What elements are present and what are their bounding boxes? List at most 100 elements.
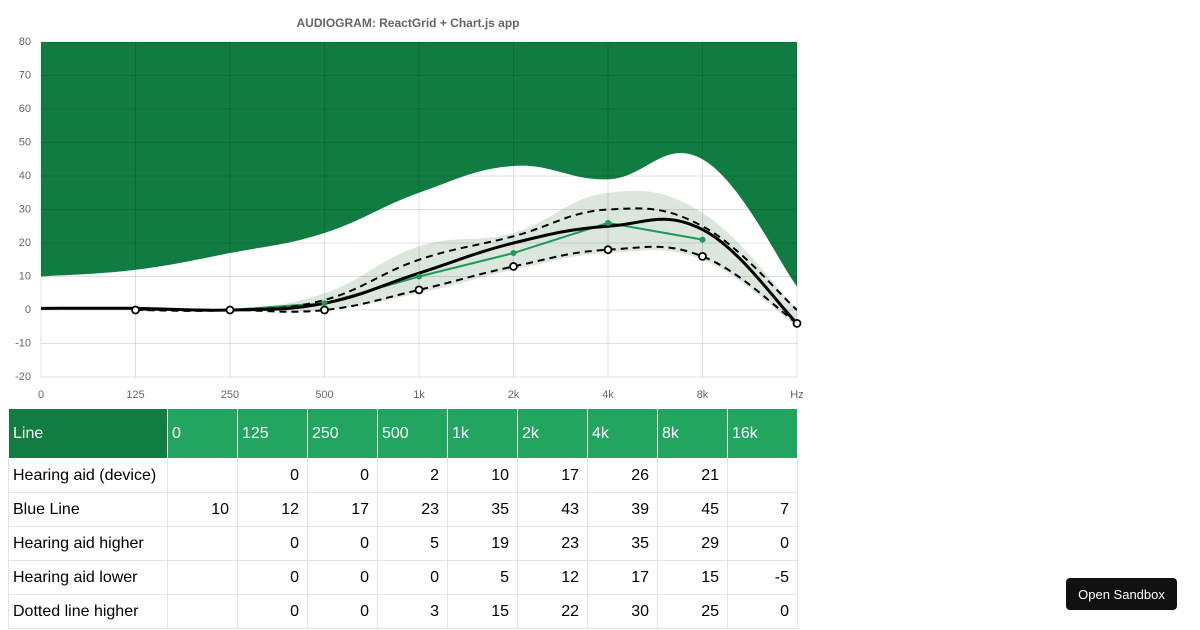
table-row: Dotted line higher 0 0 3 15 22 30 25 0 bbox=[8, 594, 798, 629]
x-tick-label: 0 bbox=[38, 389, 44, 401]
cell: 23 bbox=[517, 526, 588, 561]
y-tick-label: 40 bbox=[19, 170, 31, 182]
cell: 10 bbox=[447, 458, 518, 493]
cell bbox=[727, 458, 798, 493]
x-tick-label: 4k bbox=[602, 389, 614, 401]
table-row: Hearing aid higher 0 0 5 19 23 35 29 0 bbox=[8, 526, 798, 561]
cell: 17 bbox=[307, 492, 378, 527]
data-point bbox=[320, 305, 329, 315]
data-point bbox=[321, 300, 328, 307]
y-tick-label: 60 bbox=[19, 103, 31, 115]
line bbox=[41, 217, 797, 325]
cell: 3 bbox=[377, 594, 448, 629]
y-tick-label: 20 bbox=[19, 237, 31, 249]
header-cell: 125 bbox=[237, 408, 308, 459]
cell: 15 bbox=[447, 594, 518, 629]
cell: 22 bbox=[517, 594, 588, 629]
data-point bbox=[603, 245, 613, 255]
cell: 15 bbox=[657, 560, 728, 595]
row-label: Hearing aid lower bbox=[8, 560, 168, 595]
x-tick-label: 1k bbox=[413, 389, 425, 401]
cell: 12 bbox=[237, 492, 308, 527]
cell: 0 bbox=[237, 560, 308, 595]
y-tick-label: 10 bbox=[19, 270, 31, 282]
range-band bbox=[135, 190, 797, 327]
cell: 5 bbox=[447, 560, 518, 595]
x-tick-label: 500 bbox=[315, 389, 333, 401]
x-tick-label: 8k bbox=[697, 389, 709, 401]
cell: 0 bbox=[237, 458, 308, 493]
row-label: Dotted line higher bbox=[8, 594, 168, 629]
table-row: Blue Line 10 12 17 23 35 43 39 45 7 bbox=[8, 492, 798, 527]
cell: 0 bbox=[727, 526, 798, 561]
cell bbox=[167, 594, 238, 629]
cell: 17 bbox=[517, 458, 588, 493]
open-sandbox-button[interactable]: Open Sandbox bbox=[1066, 578, 1177, 610]
header-cell: 1k bbox=[447, 408, 518, 459]
y-tick-label: 70 bbox=[19, 69, 31, 81]
cell: 10 bbox=[167, 492, 238, 527]
x-tick-label: 125 bbox=[126, 389, 144, 401]
chart: AUDIOGRAM: ReactGrid + Chart.js app -20 -… bbox=[15, 16, 804, 401]
y-tick-label: 0 bbox=[25, 304, 31, 316]
cell: 21 bbox=[657, 458, 728, 493]
cell: 0 bbox=[237, 594, 308, 629]
y-tick-label: -20 bbox=[15, 371, 31, 383]
chart-title: AUDIOGRAM: ReactGrid + Chart.js app bbox=[296, 16, 519, 30]
cell: 30 bbox=[587, 594, 658, 629]
header-cell: Line bbox=[8, 408, 168, 459]
data-point bbox=[509, 262, 518, 271]
header-cell: 500 bbox=[377, 408, 448, 459]
cell: 43 bbox=[517, 492, 588, 527]
cell bbox=[167, 560, 238, 595]
cell: 23 bbox=[377, 492, 448, 527]
x-tick-label: Hz bbox=[790, 389, 803, 401]
cell: 25 bbox=[657, 594, 728, 629]
area-above-line bbox=[41, 42, 797, 287]
y-tick-label: -10 bbox=[15, 337, 31, 349]
cell: 19 bbox=[447, 526, 518, 561]
cell: -5 bbox=[727, 560, 798, 595]
cell: 0 bbox=[307, 458, 378, 493]
y-tick-label: 30 bbox=[19, 203, 31, 215]
cell: 12 bbox=[517, 560, 588, 595]
data-table: Line 0 125 250 500 1k 2k 4k 8k 16k Hearing aid (de… bbox=[8, 408, 798, 629]
data-point bbox=[698, 251, 707, 261]
cell: 39 bbox=[587, 492, 658, 527]
line bbox=[135, 245, 797, 325]
header-cell: 250 bbox=[307, 408, 378, 459]
cell bbox=[167, 526, 238, 561]
data-point bbox=[510, 250, 517, 257]
data-point bbox=[225, 305, 235, 315]
header-cell: 2k bbox=[517, 408, 588, 459]
cell: 45 bbox=[657, 492, 728, 527]
row-label: Hearing aid (device) bbox=[8, 458, 168, 493]
cell: 0 bbox=[727, 594, 798, 629]
cell bbox=[167, 458, 238, 493]
cell: 0 bbox=[237, 526, 308, 561]
header-row: Line 0 125 250 500 1k 2k 4k 8k 16k bbox=[8, 408, 798, 459]
header-cell: 0 bbox=[167, 408, 238, 459]
x-tick-label: 2k bbox=[508, 389, 520, 401]
cell: 17 bbox=[587, 560, 658, 595]
cell: 0 bbox=[307, 526, 378, 561]
data-point bbox=[416, 273, 422, 280]
data-point bbox=[699, 236, 706, 243]
header-cell: 4k bbox=[587, 408, 658, 459]
cell: 7 bbox=[727, 492, 798, 527]
cell: 5 bbox=[377, 526, 448, 561]
cell: 0 bbox=[307, 594, 378, 629]
cell: 26 bbox=[587, 458, 658, 493]
cell: 2 bbox=[377, 458, 448, 493]
x-tick-label: 250 bbox=[221, 389, 239, 401]
data-point bbox=[792, 318, 802, 328]
cell: 35 bbox=[587, 526, 658, 561]
row-label: Blue Line bbox=[8, 492, 168, 527]
cell: 29 bbox=[657, 526, 728, 561]
row-label: Hearing aid higher bbox=[8, 526, 168, 561]
table-row: Hearing aid (device) 0 0 2 10 17 26 21 bbox=[8, 458, 798, 493]
data-point bbox=[414, 285, 424, 295]
header-cell: 16k bbox=[727, 408, 798, 459]
cell: 0 bbox=[307, 560, 378, 595]
